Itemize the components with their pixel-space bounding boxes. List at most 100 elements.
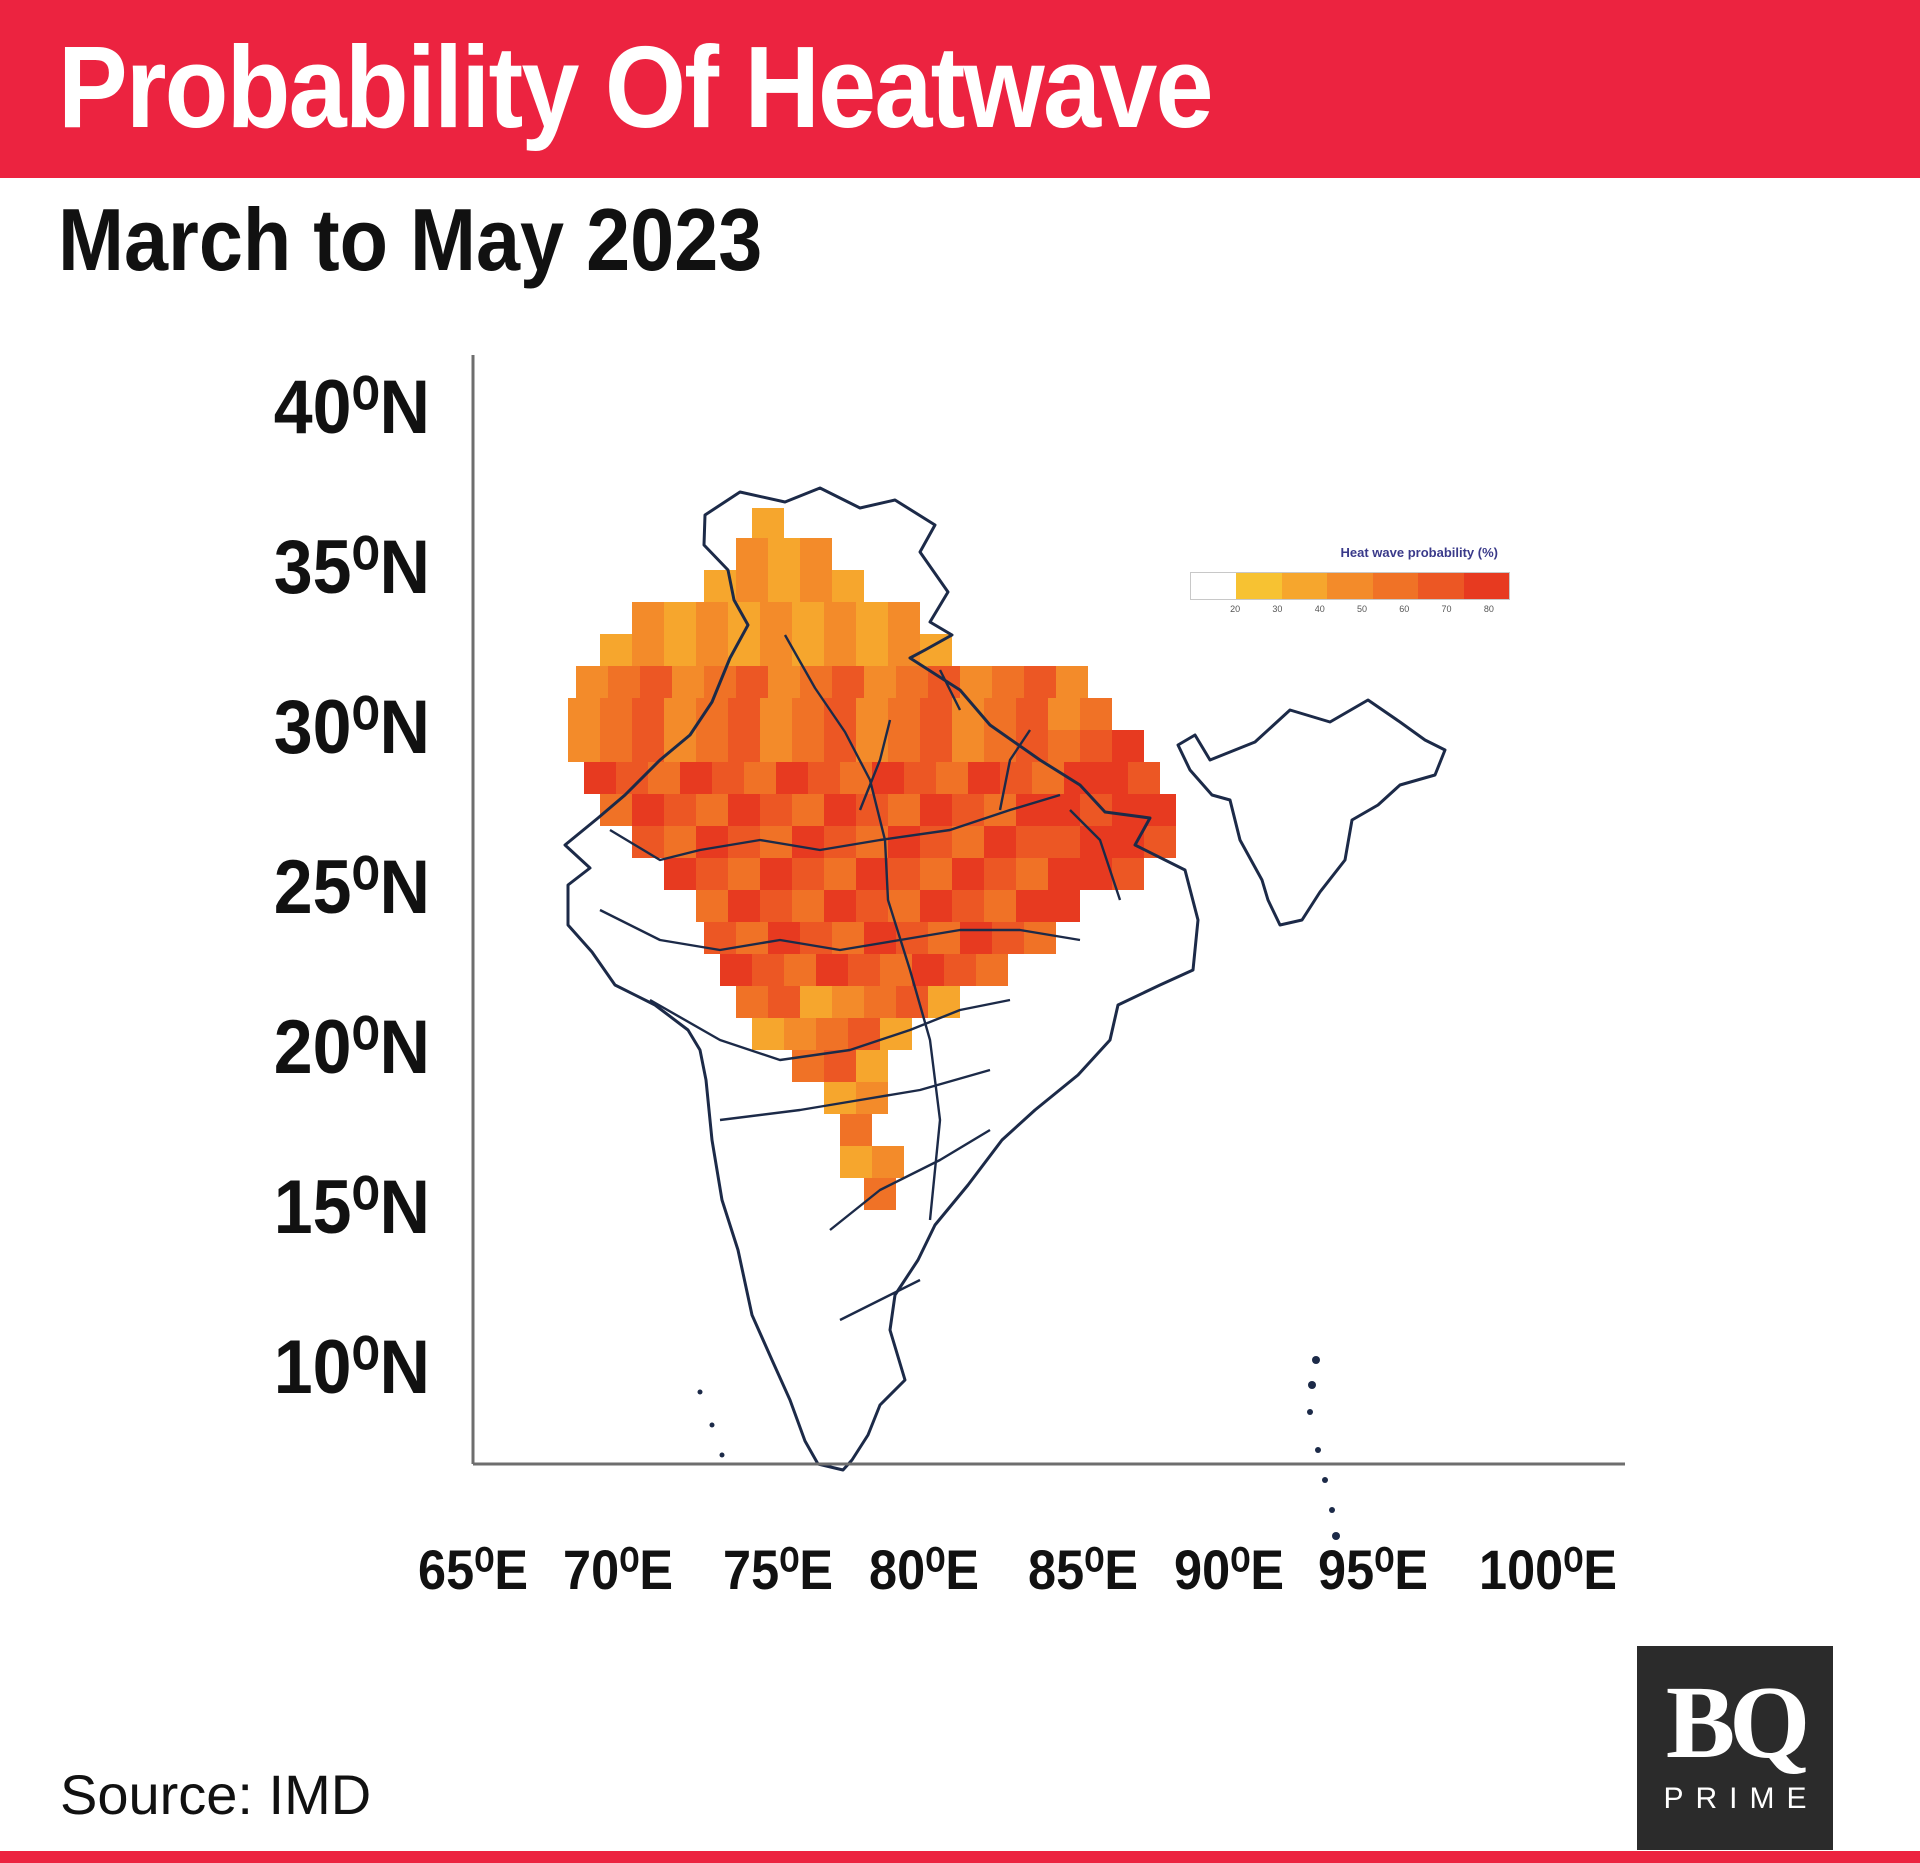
india-outline xyxy=(563,486,1200,1472)
island-dot xyxy=(1322,1477,1328,1483)
heat-cell xyxy=(768,922,800,954)
bottom-accent-rule xyxy=(0,1851,1920,1863)
island-dot xyxy=(1315,1447,1321,1453)
heat-cell xyxy=(992,666,1024,698)
heat-cell xyxy=(968,762,1000,794)
heatwave-map: 40⁰N 35⁰N 30⁰N 25⁰N 20⁰N 15⁰N 10⁰N Heat … xyxy=(0,340,1920,1640)
heat-cell xyxy=(960,922,992,954)
heat-cell xyxy=(816,1018,848,1050)
heat-cell xyxy=(768,666,800,698)
heat-cell xyxy=(696,890,728,922)
heat-cell xyxy=(912,954,944,986)
island-dot xyxy=(1308,1381,1316,1389)
heat-cell xyxy=(808,762,840,794)
heat-cell xyxy=(832,570,864,602)
heat-cell xyxy=(824,890,856,922)
heat-cell xyxy=(984,826,1016,858)
state-boundaries xyxy=(599,634,1122,1322)
lon-label-95e: 95⁰E xyxy=(1318,1538,1428,1601)
legend-title: Heat wave probability (%) xyxy=(1340,545,1498,560)
lat-label-20n: 20⁰N xyxy=(273,1005,430,1090)
heat-cell xyxy=(760,858,792,890)
heat-cell xyxy=(600,794,632,826)
heat-cell xyxy=(1048,730,1080,762)
heat-cell xyxy=(672,666,704,698)
heat-cell xyxy=(728,698,760,730)
heat-cell xyxy=(792,602,824,634)
heat-cell xyxy=(952,890,984,922)
heat-cell xyxy=(744,762,776,794)
logo-wordmark: BQ xyxy=(1665,1665,1810,1780)
heat-cell xyxy=(576,666,608,698)
legend-tick: 50 xyxy=(1356,604,1367,614)
heat-cell xyxy=(696,826,728,858)
heat-cell xyxy=(736,538,768,570)
heat-cell xyxy=(792,634,824,666)
heat-cell xyxy=(792,730,824,762)
lat-label-10n: 10⁰N xyxy=(273,1325,430,1410)
heat-cell xyxy=(832,666,864,698)
heat-cell xyxy=(664,858,696,890)
heat-cell xyxy=(760,730,792,762)
heat-cell xyxy=(920,730,952,762)
heat-cell xyxy=(696,730,728,762)
lat-label-40n: 40⁰N xyxy=(273,365,430,450)
heat-cell xyxy=(1080,730,1112,762)
heat-cell xyxy=(920,858,952,890)
heat-cell xyxy=(1016,826,1048,858)
bq-prime-logo: BQ PRIME xyxy=(1637,1646,1833,1850)
heat-cell xyxy=(888,602,920,634)
heat-cell xyxy=(1048,826,1080,858)
heat-cell xyxy=(1056,666,1088,698)
island-dot xyxy=(697,1389,703,1395)
heat-cell xyxy=(856,634,888,666)
heat-cell xyxy=(976,954,1008,986)
heat-cell xyxy=(888,794,920,826)
heat-cell xyxy=(736,986,768,1018)
heat-cell xyxy=(584,762,616,794)
heat-cell xyxy=(760,698,792,730)
heat-cell xyxy=(792,826,824,858)
map-canvas xyxy=(471,355,1625,1540)
logo-subtext: PRIME xyxy=(1663,1782,1819,1815)
heat-cell xyxy=(1080,826,1112,858)
heat-cell xyxy=(952,858,984,890)
heat-cell xyxy=(760,794,792,826)
heat-cell xyxy=(888,730,920,762)
legend-tick: 40 xyxy=(1314,604,1325,614)
heat-cell xyxy=(720,954,752,986)
legend-swatch-3 xyxy=(1327,573,1373,599)
heat-cell xyxy=(824,826,856,858)
heat-cell xyxy=(856,698,888,730)
lon-label-75e: 75⁰E xyxy=(723,1538,833,1601)
heat-cell xyxy=(776,762,808,794)
heat-cell xyxy=(712,762,744,794)
heat-cell xyxy=(1112,858,1144,890)
heat-cell xyxy=(784,1018,816,1050)
lon-label-80e: 80⁰E xyxy=(869,1538,979,1601)
heat-cell xyxy=(856,602,888,634)
heat-cell xyxy=(888,698,920,730)
heat-cell xyxy=(952,826,984,858)
heat-cell xyxy=(736,922,768,954)
heat-cell xyxy=(800,922,832,954)
heat-cell xyxy=(632,634,664,666)
heat-cell xyxy=(640,666,672,698)
heat-cell xyxy=(1112,794,1144,826)
heat-cell xyxy=(984,890,1016,922)
heat-cell xyxy=(928,922,960,954)
heat-cell xyxy=(664,602,696,634)
heat-cell xyxy=(920,890,952,922)
heat-cell xyxy=(1016,858,1048,890)
heat-cell xyxy=(1024,666,1056,698)
heat-cell xyxy=(992,922,1024,954)
lat-label-15n: 15⁰N xyxy=(273,1165,430,1250)
heat-cell xyxy=(760,890,792,922)
heat-cell xyxy=(824,1082,856,1114)
heat-cell xyxy=(728,730,760,762)
heat-cell xyxy=(944,954,976,986)
heat-cell xyxy=(600,730,632,762)
heat-cell xyxy=(800,986,832,1018)
heat-cell xyxy=(824,1050,856,1082)
heat-cell xyxy=(768,986,800,1018)
